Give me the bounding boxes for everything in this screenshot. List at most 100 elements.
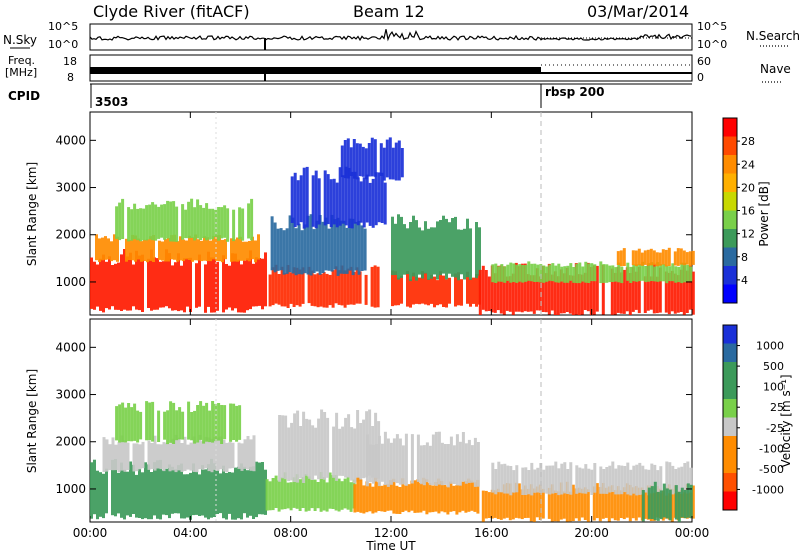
data-column — [319, 274, 323, 307]
data-column — [512, 470, 516, 493]
data-column — [117, 442, 121, 473]
data-column — [353, 428, 357, 484]
data-column — [586, 262, 590, 312]
data-column — [237, 466, 240, 519]
data-column — [629, 469, 633, 496]
data-column — [270, 216, 274, 271]
data-column — [325, 273, 329, 308]
data-column — [114, 444, 118, 471]
data-column — [553, 490, 557, 522]
data-column — [210, 257, 213, 313]
data-column — [578, 467, 582, 493]
data-column — [407, 484, 411, 513]
colorbar-tick-label: 1000 — [756, 340, 784, 353]
data-column — [682, 250, 686, 266]
data-column — [548, 465, 552, 495]
data-column — [461, 432, 465, 482]
data-column — [314, 427, 318, 476]
data-column — [560, 463, 564, 495]
data-column — [181, 411, 185, 440]
data-column — [274, 264, 278, 304]
data-column — [569, 462, 573, 495]
data-column — [464, 443, 468, 484]
colorbar-tick-label: 100 — [763, 381, 784, 394]
data-column — [273, 222, 277, 273]
data-column — [409, 222, 412, 282]
data-column — [179, 236, 182, 261]
data-column — [478, 269, 482, 315]
data-column — [644, 469, 648, 493]
data-column — [285, 228, 289, 274]
data-column — [261, 462, 264, 515]
data-column — [604, 487, 608, 518]
data-column — [158, 240, 161, 260]
data-column — [362, 485, 366, 514]
data-column — [246, 258, 249, 311]
data-column — [200, 240, 203, 262]
freq-trace — [90, 64, 692, 81]
data-column — [210, 458, 213, 518]
data-column — [237, 442, 241, 469]
data-column — [356, 477, 360, 512]
data-column — [676, 275, 680, 313]
data-column — [443, 485, 447, 513]
data-column — [650, 486, 654, 519]
data-column — [641, 261, 645, 281]
data-column — [148, 402, 152, 441]
data-column — [628, 484, 632, 522]
y-tick-label: 2000 — [55, 435, 86, 449]
data-column — [139, 208, 143, 242]
data-column — [601, 483, 605, 519]
data-column — [487, 492, 491, 518]
data-column — [446, 486, 450, 515]
data-column — [124, 407, 128, 443]
data-column — [590, 469, 594, 495]
data-column — [395, 434, 399, 484]
data-column — [503, 463, 507, 494]
data-column — [433, 276, 436, 308]
data-column — [219, 473, 222, 514]
data-column — [344, 166, 348, 226]
data-column — [249, 250, 252, 310]
data-column — [117, 472, 120, 514]
colorbar-swatch — [723, 343, 737, 363]
data-column — [535, 486, 539, 518]
nsky-trace — [89, 29, 692, 50]
data-column — [440, 481, 444, 512]
data-column — [416, 479, 420, 513]
data-column — [162, 261, 165, 308]
data-column — [221, 239, 224, 263]
data-column — [448, 222, 451, 274]
data-column — [243, 260, 246, 313]
data-column — [105, 439, 109, 472]
data-column — [478, 227, 481, 276]
data-column — [409, 279, 412, 308]
data-column — [553, 271, 557, 315]
data-column — [224, 239, 227, 260]
data-column — [599, 466, 603, 494]
data-column — [613, 272, 617, 315]
data-column — [565, 267, 569, 312]
data-column — [229, 403, 233, 442]
data-column — [428, 483, 432, 513]
data-column — [395, 485, 399, 514]
data-column — [148, 204, 152, 240]
data-column — [412, 272, 415, 305]
data-column — [524, 264, 528, 282]
data-column — [154, 204, 158, 241]
data-column — [496, 488, 500, 519]
data-column — [397, 277, 400, 306]
data-column — [223, 405, 227, 440]
data-column — [137, 238, 140, 260]
data-column — [638, 264, 642, 282]
colorbar-swatch — [723, 284, 737, 304]
data-column — [659, 466, 663, 494]
data-column — [325, 482, 329, 512]
data-column — [343, 478, 347, 509]
data-column — [326, 174, 330, 225]
data-column — [371, 444, 375, 484]
data-column — [99, 258, 102, 311]
data-column — [190, 198, 194, 238]
data-column — [605, 467, 609, 494]
data-column — [358, 271, 362, 304]
